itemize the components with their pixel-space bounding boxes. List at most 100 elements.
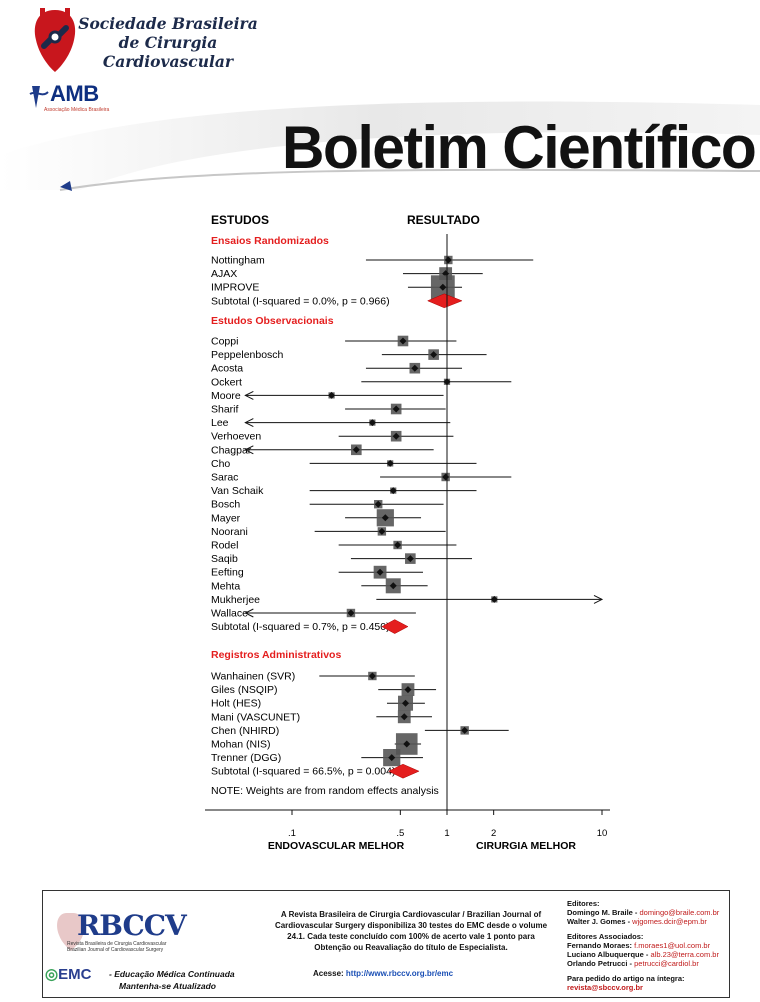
amb-logo-icon: [29, 86, 49, 108]
editors-block: Editores: Domingo M. Braile - domingo@br…: [567, 899, 719, 992]
study-label: Mehta: [211, 580, 240, 592]
study-label: Cho: [211, 458, 230, 470]
journal-blurb: A Revista Brasileira de Cirurgia Cardiov…: [274, 910, 548, 952]
study-label: Mayer: [211, 512, 241, 524]
access-line: Acesse: http://www.rbccv.org.br/emc: [313, 969, 453, 978]
society-name-line: de Cirurgia: [118, 33, 218, 52]
point-estimate: [389, 487, 397, 495]
x-tick-label: 10: [597, 828, 608, 839]
editor-name: Domingo M. Braile -: [567, 908, 640, 917]
emc-tagline: - Educação Médica Continuada: [109, 969, 235, 979]
subtotal-diamond: [381, 619, 409, 634]
group-label: Estudos Observacionais: [211, 315, 334, 327]
study-label: Wanhainen (SVR): [211, 671, 295, 683]
study-label: Sharif: [211, 404, 239, 416]
subtotal-diamond: [388, 763, 420, 779]
point-estimate: [490, 595, 498, 603]
study-label: Coppi: [211, 336, 238, 348]
study-label: Verhoeven: [211, 431, 261, 443]
society-name-line: Sociedade Brasileira: [78, 14, 258, 33]
study-label: Chagpar: [211, 444, 252, 456]
point-estimate: [378, 527, 386, 535]
editor-email[interactable]: domingo@braile.com.br: [639, 908, 720, 917]
study-label: Nottingham: [211, 255, 265, 267]
point-estimate: [406, 555, 414, 563]
editor-email[interactable]: f.moraes1@uol.com.br: [634, 941, 711, 950]
point-estimate: [400, 713, 408, 721]
point-estimate: [403, 740, 411, 748]
study-label: AJAX: [211, 268, 237, 280]
editor-line: Luciano Albuquerque - alb.23@terra.com.b…: [567, 950, 719, 959]
point-estimate: [392, 432, 400, 440]
point-estimate: [328, 391, 336, 399]
editor-email[interactable]: petrucci@cardiol.br: [634, 959, 699, 968]
emc-logo-text: EMC: [58, 966, 92, 983]
subtotal-label: Subtotal (I-squared = 0.7%, p = 0.450): [211, 621, 390, 633]
point-estimate: [347, 609, 355, 617]
forest-plot: ESTUDOS RESULTADO Ensaios Randomizados Nott…: [205, 213, 610, 852]
study-label: Noorani: [211, 526, 248, 538]
study-label: Trenner (DGG): [211, 752, 281, 764]
access-link[interactable]: http://www.rbccv.org.br/emc: [345, 969, 454, 978]
study-label: Ockert: [211, 376, 242, 388]
point-estimate: [352, 446, 360, 454]
study-label: Rodel: [211, 540, 238, 552]
editor-email[interactable]: wjgomes.dcir@epm.br: [632, 917, 707, 926]
emc-logo: ◎EMC: [45, 965, 91, 983]
ci-arrow-left: [244, 390, 254, 400]
study-label: Van Schaik: [211, 485, 264, 497]
study-label: Holt (HES): [211, 698, 261, 710]
study-label: Wallace: [211, 608, 248, 620]
ci-arrow-left: [244, 418, 254, 428]
study-label: Acosta: [211, 363, 243, 375]
editor-line: Fernando Moraes: f.moraes1@uol.com.br: [567, 941, 719, 950]
rbccv-subtitle: Brazilian Journal of Cardiovascular Surg…: [67, 947, 164, 953]
point-estimate: [461, 726, 469, 734]
point-estimate: [399, 337, 407, 345]
group-label: Registros Administrativos: [211, 649, 341, 661]
amb-logo-text: AMB: [50, 81, 99, 106]
editor-name: Fernando Moraes:: [567, 941, 635, 950]
point-estimate: [439, 283, 447, 291]
study-label: Lee: [211, 417, 229, 429]
editor-name: Luciano Albuquerque -: [567, 950, 651, 959]
study-label: Chen (NHIRD): [211, 725, 279, 737]
point-estimate: [368, 419, 376, 427]
point-estimate: [368, 672, 376, 680]
access-label: Acesse:: [313, 969, 346, 978]
assoc-editors-heading: Editores Associados:: [567, 932, 644, 941]
rbccv-subtitle: Revista Brasileira de Cirurgia Cardiovas…: [67, 941, 167, 947]
society-name: Sociedade Brasileira de Cirurgia Cardiov…: [78, 14, 258, 71]
point-estimate: [404, 686, 412, 694]
study-label: Saqib: [211, 553, 238, 565]
editors-heading: Editores:: [567, 899, 600, 908]
editor-name: Orlando Petrucci -: [567, 959, 635, 968]
editor-name: Walter J. Gomes -: [567, 917, 633, 926]
forest-plot-content: ESTUDOS RESULTADO Ensaios Randomizados Nott…: [205, 213, 610, 852]
amb-subtitle: Associação Médica Brasileira: [44, 107, 110, 113]
study-label: Mukherjee: [211, 594, 260, 606]
editor-line: Domingo M. Braile - domingo@braile.com.b…: [567, 908, 719, 917]
x-axis-label-right: CIRURGIA MELHOR: [476, 840, 576, 852]
point-estimate: [394, 541, 402, 549]
editor-email[interactable]: alb.23@terra.com.br: [650, 950, 719, 959]
request-heading: Para pedido do artigo na íntegra:: [567, 974, 685, 983]
study-label: IMPROVE: [211, 282, 259, 294]
ci-arrow-left: [244, 445, 254, 455]
ci-arrow-right: [593, 594, 604, 604]
ci-arrow-left: [244, 608, 254, 618]
sbccv-logo-icon: [34, 8, 76, 72]
point-estimate: [402, 699, 410, 707]
column-header-studies: ESTUDOS: [211, 213, 269, 227]
group-label: Ensaios Randomizados: [211, 235, 329, 247]
study-label: Giles (NSQIP): [211, 684, 278, 696]
header-swoosh: [0, 101, 760, 191]
point-estimate: [381, 514, 389, 522]
emc-tagline: Mantenha-se Atualizado: [119, 981, 216, 991]
x-tick-label: .1: [288, 828, 296, 839]
subtotal-label: Subtotal (I-squared = 66.5%, p = 0.004): [211, 766, 395, 778]
society-name-line: Cardiovascular: [102, 52, 234, 71]
request-email[interactable]: revista@sbccv.org.br: [567, 983, 643, 992]
page-title: Boletim Científico: [282, 114, 757, 181]
editor-line: Orlando Petrucci - petrucci@cardiol.br: [567, 959, 719, 968]
